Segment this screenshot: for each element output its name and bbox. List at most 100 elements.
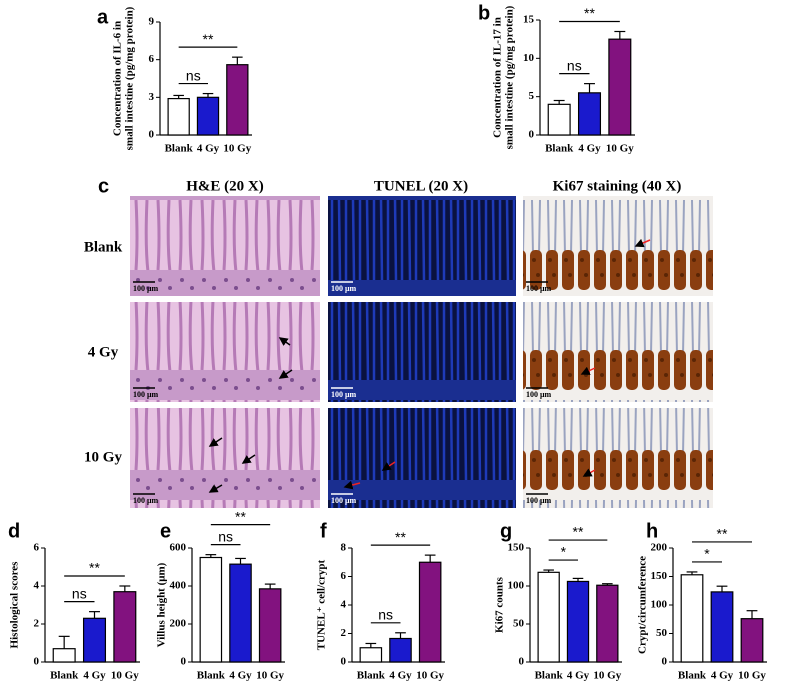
- bar: [608, 38, 632, 136]
- arrow: [278, 369, 293, 379]
- x-tick-label: 4 Gy: [711, 670, 734, 682]
- x-tick-label: 4 Gy: [578, 143, 601, 155]
- x-tick-label: Blank: [678, 670, 707, 682]
- y-tick-label: 100: [651, 599, 668, 611]
- y-axis-label: Ki67 counts: [494, 576, 506, 633]
- bar: [596, 584, 619, 663]
- bar: [537, 571, 560, 663]
- scale-bar-label: 100 μm: [331, 496, 357, 505]
- significance-label: ns: [567, 57, 582, 73]
- bar: [418, 561, 442, 663]
- panel-letter: a: [97, 6, 109, 28]
- x-tick-label: 4 Gy: [83, 670, 106, 682]
- bar: [359, 647, 383, 663]
- y-tick-label: 9: [149, 16, 155, 28]
- y-tick-label: 200: [170, 618, 187, 630]
- x-tick-label: Blank: [357, 670, 386, 682]
- x-tick-label: 10 Gy: [593, 670, 621, 682]
- y-tick-label: 0: [662, 656, 668, 668]
- bar: [710, 591, 734, 663]
- column-title: Ki67 staining (40 X): [553, 178, 682, 194]
- x-tick-label: Blank: [197, 670, 226, 682]
- bar: [52, 648, 76, 663]
- bar: [258, 588, 282, 663]
- panel-letter: d: [8, 520, 20, 542]
- arrow: [381, 461, 396, 471]
- panel-letter: g: [500, 520, 512, 542]
- bar: [680, 574, 704, 663]
- micrograph: [328, 408, 516, 508]
- bar: [566, 580, 590, 663]
- x-tick-label: 10 Gy: [111, 670, 139, 682]
- y-tick-label: 4: [34, 580, 40, 592]
- y-tick-label: 0: [149, 129, 155, 141]
- y-tick-label: 150: [508, 542, 525, 554]
- bar: [229, 563, 252, 663]
- y-tick-label: 600: [170, 542, 187, 554]
- arrow: [208, 437, 223, 447]
- scale-bar-label: 100 μm: [331, 284, 357, 293]
- bar: [389, 637, 412, 663]
- significance-label: **: [89, 560, 100, 576]
- y-tick-label: 6: [34, 542, 40, 554]
- bar-chart: f TUNEL⁺ cell/crypt 0 2 4 6 8 Blank 4 Gy 10 Gy ns *…: [316, 520, 445, 682]
- arrow: [278, 337, 291, 346]
- significance-label: *: [704, 546, 710, 562]
- y-tick-label: 0: [34, 656, 40, 668]
- y-axis-label: Histological scores: [9, 561, 21, 649]
- y-axis-label: Crypt/circumference: [637, 556, 649, 654]
- x-tick-label: Blank: [545, 143, 574, 155]
- bar: [199, 556, 223, 663]
- panel-letter: e: [160, 520, 171, 542]
- scale-bar-label: 100 μm: [133, 496, 159, 505]
- significance-label: ns: [378, 606, 393, 622]
- significance-label: ns: [218, 528, 233, 544]
- scale-bar-label: 100 μm: [331, 390, 357, 399]
- arrow: [582, 468, 596, 477]
- arrow: [343, 480, 361, 490]
- bar-chart: h Crypt/circumference 0 50 100 150 200 Blank 4 G…: [637, 520, 767, 682]
- scale-bar-label: 100 μm: [133, 284, 159, 293]
- y-tick-label: 6: [341, 570, 347, 582]
- scale-bar-label: 100 μm: [526, 390, 552, 399]
- y-tick-label: 200: [651, 542, 668, 554]
- arrow: [580, 366, 596, 375]
- y-tick-label: 0: [341, 656, 347, 668]
- arrow: [241, 454, 256, 464]
- significance-label: **: [717, 526, 728, 542]
- bar-chart: e Villus height (μm) 0 200 400 600 Blank 4 Gy 10…: [156, 508, 285, 682]
- y-axis-label: small intestine (pg/mg protein): [124, 6, 136, 150]
- y-axis-label: Concentration of IL-6 in: [112, 21, 124, 136]
- micrograph: [130, 196, 320, 296]
- significance-label: **: [584, 5, 595, 21]
- y-axis-label: small intestine (pg/mg protein): [504, 5, 516, 149]
- significance-label: ns: [186, 67, 201, 83]
- significance-label: **: [395, 529, 406, 545]
- y-tick-label: 8: [341, 542, 347, 554]
- y-tick-label: 100: [508, 580, 525, 592]
- y-tick-label: 10: [523, 52, 535, 64]
- bar: [113, 591, 137, 663]
- micrograph: [130, 408, 320, 508]
- significance-label: **: [203, 31, 214, 47]
- y-tick-label: 50: [656, 627, 668, 639]
- y-axis-label: TUNEL⁺ cell/crypt: [316, 559, 328, 650]
- significance-label: *: [561, 544, 567, 560]
- x-tick-label: Blank: [50, 670, 79, 682]
- significance-label: **: [235, 508, 246, 524]
- x-tick-label: 10 Gy: [416, 670, 444, 682]
- scale-bar-label: 100 μm: [526, 284, 552, 293]
- panel-letter: c: [98, 175, 109, 197]
- y-tick-label: 0: [181, 656, 187, 668]
- micrograph: [130, 302, 320, 402]
- micrograph: [328, 302, 516, 402]
- row-label: 10 Gy: [84, 449, 122, 465]
- micrograph: [328, 196, 516, 296]
- arrow: [208, 484, 223, 493]
- bar: [740, 618, 764, 663]
- bar: [82, 617, 107, 663]
- row-label: Blank: [84, 239, 123, 255]
